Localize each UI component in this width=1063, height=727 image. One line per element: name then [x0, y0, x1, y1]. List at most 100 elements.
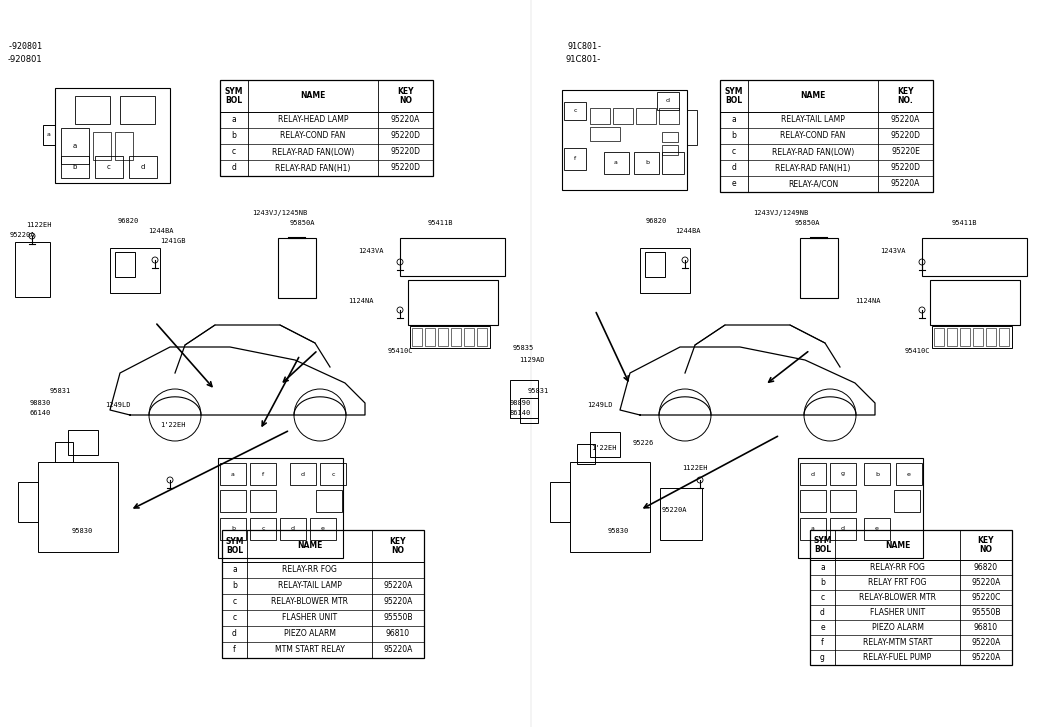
Text: e: e	[875, 526, 879, 531]
Text: 95220D: 95220D	[390, 164, 421, 172]
Bar	[129, 156, 157, 178]
Text: 95220D: 95220D	[891, 132, 921, 140]
Text: b: b	[875, 472, 879, 476]
Bar	[55, 88, 170, 183]
Text: 95835: 95835	[513, 345, 535, 351]
Bar	[960, 328, 971, 346]
Bar	[662, 152, 684, 174]
Text: RELAY-BLOWER MTR: RELAY-BLOWER MTR	[859, 593, 937, 602]
Text: 1124NA: 1124NA	[855, 298, 880, 304]
Text: d: d	[811, 472, 815, 476]
Bar	[115, 252, 135, 277]
Text: KEY
NO: KEY NO	[398, 87, 414, 105]
Bar	[61, 156, 89, 178]
Text: KEY
NO: KEY NO	[390, 537, 406, 555]
Bar	[864, 463, 890, 485]
Text: RELAY-FUEL PUMP: RELAY-FUEL PUMP	[863, 653, 931, 662]
Text: 1241GB: 1241GB	[161, 238, 186, 244]
Bar	[800, 490, 826, 512]
Text: 95226: 95226	[632, 440, 654, 446]
Text: d: d	[820, 608, 825, 617]
Text: FLASHER UNIT: FLASHER UNIT	[870, 608, 925, 617]
Bar	[590, 108, 610, 124]
Text: b: b	[645, 161, 649, 166]
Text: d: d	[667, 98, 670, 103]
Text: 95220A: 95220A	[662, 507, 688, 513]
Bar	[43, 125, 55, 145]
Text: 1243VJ/1245NB: 1243VJ/1245NB	[252, 210, 307, 216]
Text: RELAY-RAD FAN(LOW): RELAY-RAD FAN(LOW)	[272, 148, 354, 156]
Bar	[894, 490, 919, 512]
Bar	[999, 328, 1009, 346]
Bar	[316, 490, 342, 512]
Text: 98830: 98830	[30, 400, 51, 406]
Text: 95220D: 95220D	[390, 148, 421, 156]
Bar	[250, 463, 276, 485]
Text: e: e	[821, 623, 825, 632]
Text: RELAY-HEAD LAMP: RELAY-HEAD LAMP	[277, 116, 349, 124]
Bar	[662, 145, 678, 155]
Bar	[510, 380, 538, 418]
Bar	[290, 463, 316, 485]
Text: 1244BA: 1244BA	[148, 228, 173, 234]
Text: a: a	[232, 116, 236, 124]
Text: a: a	[614, 161, 618, 166]
Text: RELAY-BLOWER MTR: RELAY-BLOWER MTR	[271, 598, 348, 606]
Text: NAME: NAME	[297, 542, 322, 550]
Text: a: a	[821, 563, 825, 572]
Text: c: c	[261, 526, 265, 531]
Text: 91C801-: 91C801-	[566, 55, 601, 64]
Text: PIEZO ALARM: PIEZO ALARM	[872, 623, 924, 632]
Bar	[720, 80, 933, 192]
Text: f: f	[261, 472, 264, 476]
Bar	[92, 132, 111, 160]
Text: e: e	[907, 472, 911, 476]
Text: 95410C: 95410C	[905, 348, 930, 354]
Text: 96820: 96820	[646, 218, 668, 224]
Text: a: a	[231, 472, 235, 476]
Bar	[425, 328, 435, 346]
Text: RELAY-RAD FAN(LOW): RELAY-RAD FAN(LOW)	[772, 148, 855, 156]
Text: 95220C: 95220C	[972, 593, 1000, 602]
Text: d: d	[291, 526, 296, 531]
Bar	[570, 462, 649, 552]
Text: b: b	[231, 526, 235, 531]
Text: 95850A: 95850A	[795, 220, 821, 226]
Text: SYM
BOL: SYM BOL	[813, 536, 831, 555]
Bar	[896, 463, 922, 485]
Bar	[250, 490, 276, 512]
Text: KEY
NO.: KEY NO.	[897, 87, 914, 105]
Bar	[830, 490, 856, 512]
Text: d: d	[232, 164, 236, 172]
Text: a: a	[731, 116, 737, 124]
Bar	[604, 152, 629, 174]
Text: 95220A: 95220A	[891, 180, 921, 188]
Text: 95220A: 95220A	[972, 578, 1000, 587]
Bar	[61, 128, 89, 164]
Bar	[120, 96, 155, 124]
Bar	[320, 463, 345, 485]
Bar	[75, 96, 109, 124]
Bar	[590, 432, 620, 457]
Bar	[613, 108, 632, 124]
Bar	[109, 248, 161, 293]
Text: a: a	[811, 526, 815, 531]
Bar	[550, 482, 570, 522]
Text: d: d	[301, 472, 305, 476]
Text: 98890: 98890	[510, 400, 532, 406]
Text: c: c	[232, 148, 236, 156]
Bar	[310, 518, 336, 540]
Text: FLASHER UNIT: FLASHER UNIT	[282, 614, 337, 622]
Bar	[38, 462, 118, 552]
Text: 95411B: 95411B	[428, 220, 454, 226]
Text: e: e	[731, 180, 737, 188]
Text: 95220A: 95220A	[391, 116, 420, 124]
Text: RELAY-A/CON: RELAY-A/CON	[788, 180, 838, 188]
Bar	[640, 248, 690, 293]
Text: 95220E: 95220E	[891, 148, 919, 156]
Text: 91C801-: 91C801-	[568, 42, 603, 51]
Text: c: c	[573, 108, 577, 113]
Text: b: b	[820, 578, 825, 587]
Bar	[465, 328, 474, 346]
Text: NAME: NAME	[800, 92, 826, 100]
